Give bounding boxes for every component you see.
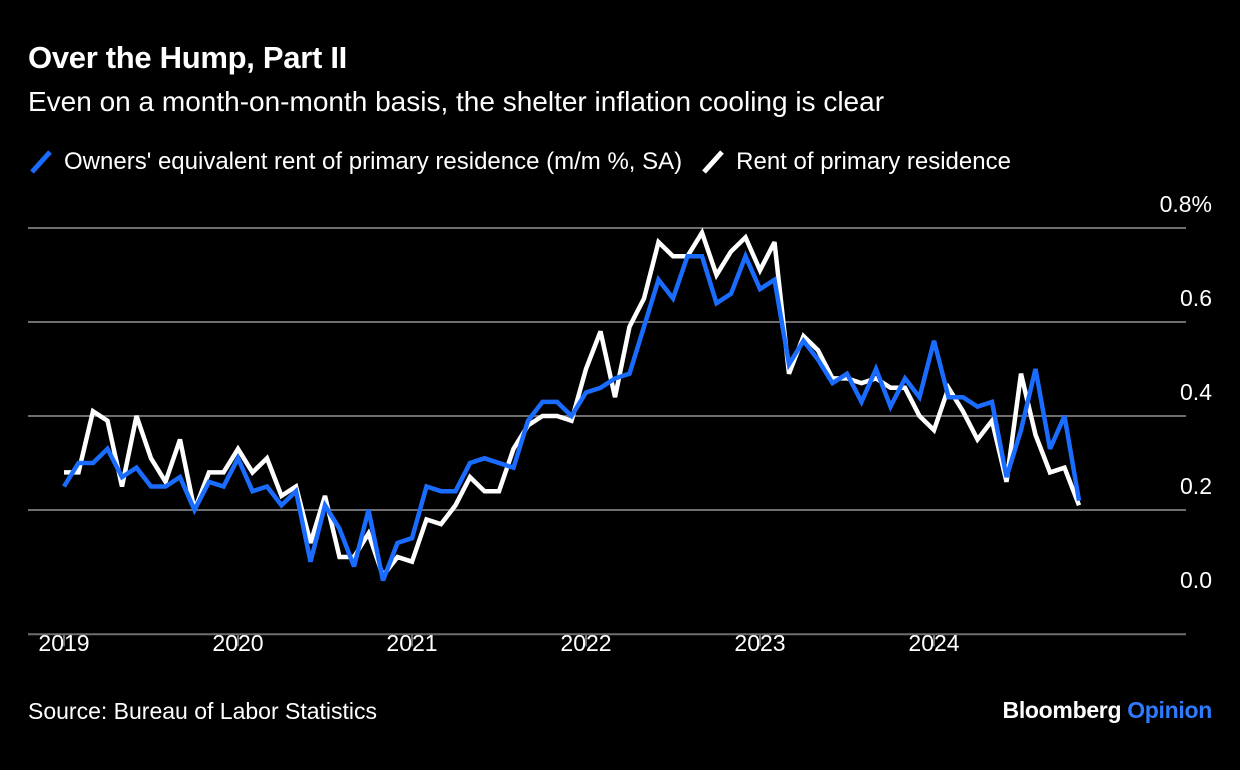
source-note: Source: Bureau of Labor Statistics [28, 698, 378, 724]
legend-label-rent: Rent of primary residence [736, 148, 1011, 175]
legend-swatch-oer [30, 150, 52, 174]
x-tick-label-2: 2021 [386, 630, 437, 656]
brand-main: Bloomberg [1002, 697, 1122, 723]
series-line-oer [62, 250, 1082, 582]
chart-title: Over the Hump, Part II [28, 40, 347, 75]
y-tick-label-0: 0.0 [1180, 567, 1212, 593]
x-tick-label-0: 2019 [38, 630, 89, 656]
x-tick-label-4: 2023 [734, 630, 785, 656]
y-tick-label-1: 0.2 [1180, 473, 1212, 499]
legend: Owners' equivalent rent of primary resid… [28, 148, 1212, 176]
series-line-rent [64, 227, 1082, 581]
chart-subtitle: Even on a month-on-month basis, the shel… [28, 86, 885, 117]
legend-item-oer: Owners' equivalent rent of primary resid… [28, 148, 682, 176]
legend-swatch-rent [702, 150, 724, 174]
y-tick-label-2: 0.4 [1180, 379, 1212, 405]
brand-accent: Opinion [1127, 697, 1212, 723]
x-tick-label-1: 2020 [212, 630, 263, 656]
x-tick-label-5: 2024 [908, 630, 959, 656]
legend-item-rent: Rent of primary residence [700, 148, 1011, 176]
brand-logo: Bloomberg Opinion [1002, 697, 1213, 724]
y-tick-label-4: 0.8% [1160, 191, 1212, 217]
legend-label-oer: Owners' equivalent rent of primary resid… [64, 148, 683, 175]
y-tick-label-3: 0.6 [1180, 285, 1212, 311]
x-tick-label-3: 2022 [560, 630, 611, 656]
